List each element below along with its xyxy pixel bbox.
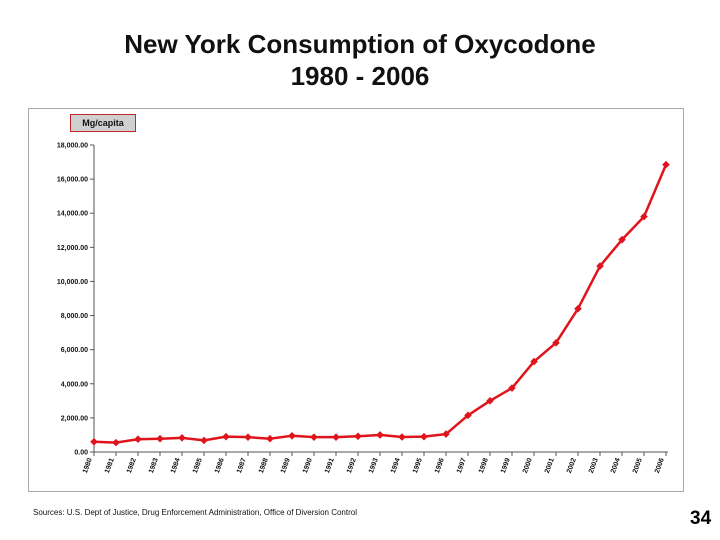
y-tick-label: 16,000.00 [57, 177, 88, 184]
x-tick-label: 2002 [566, 457, 578, 474]
x-tick-label: 1997 [456, 457, 468, 474]
x-tick-label: 1996 [434, 457, 446, 474]
data-point [332, 433, 340, 441]
y-axis-unit-label: Mg/capita [70, 114, 136, 132]
slide-number: 34 [690, 508, 712, 529]
data-point [156, 434, 164, 443]
x-tick-label: 1981 [104, 457, 116, 474]
x-tick-label: 1985 [192, 457, 204, 474]
y-tick-label: 14,000.00 [57, 211, 88, 218]
x-tick-label: 1999 [500, 457, 512, 474]
x-tick-label: 1989 [280, 457, 292, 474]
line-chart: 0.00 2,000.00 4,000.00 6,000.00 8,000.00 10,0… [57, 143, 670, 474]
data-point [90, 437, 98, 446]
x-tick-label: 1990 [302, 457, 314, 474]
data-point [640, 212, 648, 221]
x-tick-label: 1993 [368, 457, 380, 474]
data-point [376, 431, 384, 439]
data-point [662, 160, 670, 169]
chart-title-line2: 1980 - 2006 [290, 61, 430, 91]
x-tick-label: 2003 [588, 457, 600, 474]
y-tick-label: 6,000.00 [61, 347, 88, 354]
data-point [266, 434, 274, 443]
data-point [134, 435, 142, 444]
data-point [486, 397, 494, 405]
data-point [574, 304, 582, 313]
data-point [178, 434, 186, 442]
x-tick-label: 2001 [544, 457, 556, 474]
x-tick-label: 1995 [412, 457, 424, 474]
data-point [288, 431, 296, 440]
x-tick-label: 1987 [236, 457, 248, 474]
source-note: Sources: U.S. Dept of Justice, Drug Enfo… [33, 508, 357, 517]
data-point [112, 438, 120, 447]
series-line [93, 164, 668, 444]
x-tick-label: 1988 [258, 457, 270, 474]
y-tick-label: 2,000.00 [61, 415, 88, 422]
y-tick-label: 0.00 [74, 450, 88, 457]
chart-title-line1: New York Consumption of Oxycodone [124, 29, 596, 59]
chart-area: 0.00 2,000.00 4,000.00 6,000.00 8,000.00 10,0… [28, 108, 684, 492]
x-tick-label: 1982 [126, 457, 138, 474]
data-point [310, 433, 318, 441]
x-tick-label: 1992 [346, 457, 358, 474]
data-point [222, 432, 230, 441]
x-tick-label: 1994 [390, 457, 402, 474]
x-tick-label: 2004 [610, 457, 622, 474]
x-tick-label: 1983 [148, 457, 160, 474]
y-tick-label: 8,000.00 [61, 313, 88, 320]
y-tick-label: 10,000.00 [57, 279, 88, 286]
x-tick-label: 2000 [522, 457, 534, 474]
data-point [552, 339, 560, 347]
data-point [442, 430, 450, 438]
data-point [464, 411, 472, 420]
data-point [354, 432, 362, 441]
x-tick-label: 1984 [170, 457, 182, 474]
y-tick-label: 4,000.00 [61, 381, 88, 388]
y-tick-label: 18,000.00 [57, 143, 88, 150]
x-tick-label: 2006 [654, 457, 666, 474]
data-point [618, 235, 626, 244]
data-point [244, 433, 252, 441]
data-point [398, 433, 406, 441]
data-point [200, 436, 208, 445]
x-tick-label: 2005 [632, 457, 644, 474]
data-point [420, 432, 428, 441]
data-point [596, 262, 604, 270]
x-tick-label: 1986 [214, 457, 226, 474]
y-tick-label: 12,000.00 [57, 245, 88, 252]
x-tick-label: 1991 [324, 457, 336, 474]
x-tick-label: 1998 [478, 457, 490, 474]
x-tick-label: 1980 [82, 457, 94, 474]
